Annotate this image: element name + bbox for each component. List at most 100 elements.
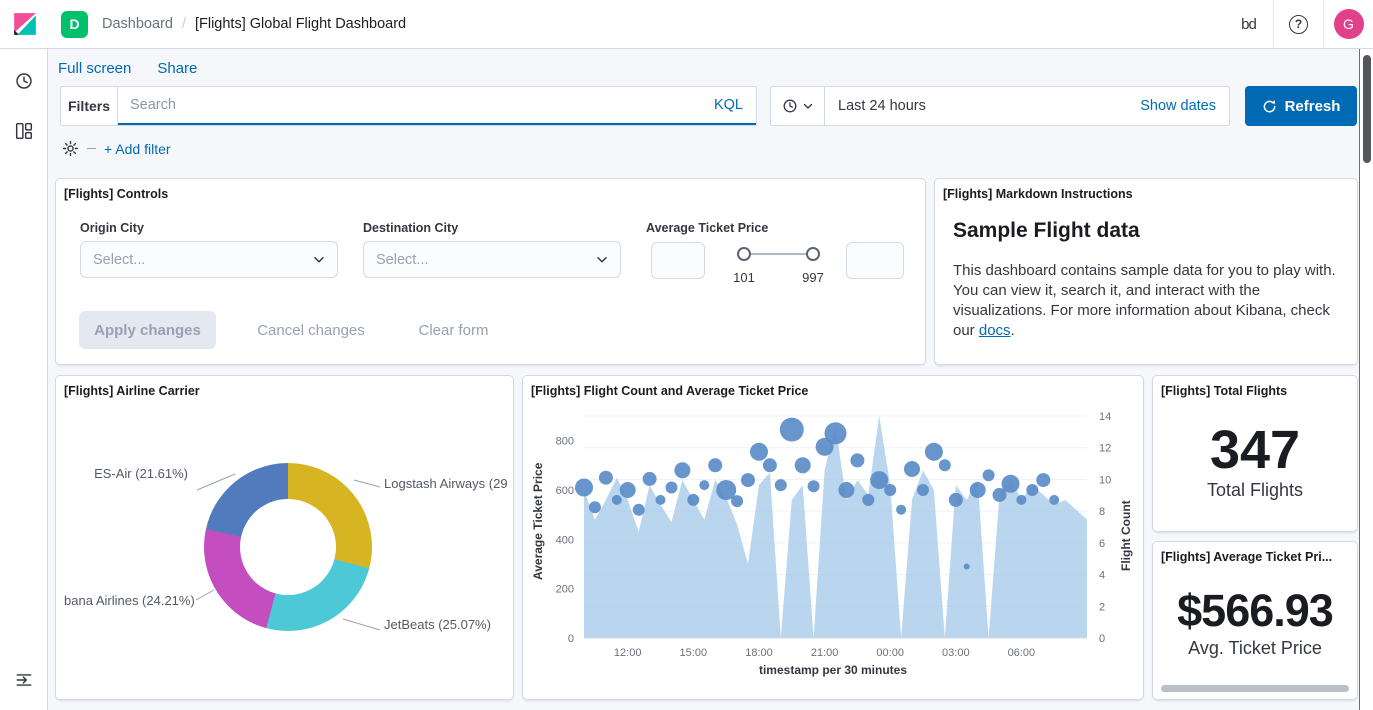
- origin-city-label: Origin City: [80, 221, 144, 235]
- panel-title[interactable]: [Flights] Markdown Instructions: [943, 187, 1133, 201]
- header-divider: [1273, 0, 1274, 48]
- svg-text:12: 12: [1099, 443, 1111, 455]
- chevron-down-icon: [803, 103, 813, 109]
- chevron-down-icon: [597, 256, 607, 262]
- metric: $566.93 Avg. Ticket Price: [1153, 586, 1357, 659]
- metric: 347 Total Flights: [1153, 422, 1357, 501]
- full-screen-link[interactable]: Full screen: [58, 60, 132, 77]
- panel-title[interactable]: [Flights] Controls: [64, 187, 169, 201]
- svg-text:00:00: 00:00: [876, 647, 904, 659]
- price-slider-min-thumb[interactable]: [737, 247, 751, 261]
- svg-text:14: 14: [1099, 411, 1111, 423]
- markdown-heading: Sample Flight data: [953, 219, 1140, 242]
- user-avatar[interactable]: G: [1324, 0, 1373, 48]
- breadcrumb-dashboard[interactable]: Dashboard: [102, 16, 173, 32]
- panel-flights-controls: [Flights] Controls Origin City Select...…: [55, 178, 926, 365]
- svg-text:21:00: 21:00: [811, 647, 839, 659]
- time-picker: Last 24 hours Show dates: [770, 86, 1230, 126]
- svg-text:03:00: 03:00: [942, 647, 970, 659]
- clear-form-button[interactable]: Clear form: [401, 311, 506, 349]
- filters-button[interactable]: Filters: [61, 87, 118, 125]
- svg-text:18:00: 18:00: [745, 647, 773, 659]
- breadcrumb-current-page: [Flights] Global Flight Dashboard: [194, 16, 407, 32]
- query-bar: Filters KQL: [60, 86, 757, 126]
- svg-text:2: 2: [1099, 601, 1105, 613]
- svg-text:15:00: 15:00: [680, 647, 708, 659]
- panel-title[interactable]: [Flights] Flight Count and Average Ticke…: [531, 384, 809, 398]
- price-slider-max-thumb[interactable]: [806, 247, 820, 261]
- panel-average-ticket-price: [Flights] Average Ticket Pri... $566.93 …: [1152, 541, 1358, 700]
- dashboard-app-icon[interactable]: [6, 113, 42, 149]
- svg-text:400: 400: [556, 534, 574, 546]
- svg-text:600: 600: [556, 485, 574, 497]
- chevron-down-icon: [314, 256, 324, 262]
- space-badge[interactable]: D: [61, 10, 88, 38]
- price-max-input[interactable]: [846, 242, 904, 279]
- left-sidebar: [0, 49, 48, 710]
- kibana-logo[interactable]: [0, 0, 49, 48]
- panel-airline-carrier: [Flights] Airline Carrier ES-Air (21.61%…: [55, 375, 514, 700]
- filter-bar: + Add filter: [62, 140, 171, 157]
- time-range-value[interactable]: Last 24 hours: [838, 98, 926, 114]
- recently-viewed-icon[interactable]: [6, 63, 42, 99]
- svg-text:10: 10: [1099, 474, 1111, 486]
- panel-title[interactable]: [Flights] Average Ticket Pri...: [1161, 550, 1333, 564]
- clock-icon: [783, 99, 797, 113]
- price-max-value: 997: [802, 270, 824, 285]
- donut-chart[interactable]: [204, 463, 372, 631]
- destination-city-select[interactable]: Select...: [363, 241, 621, 278]
- origin-city-select[interactable]: Select...: [80, 241, 338, 278]
- header-right-actions: bd ? G: [1224, 0, 1373, 48]
- collapse-menu-icon[interactable]: [6, 662, 42, 698]
- combo-chart[interactable]: 0 2 4 6 8 10 12 14 0 200 400 600 800 12:00 15:00 18:00 2…: [523, 396, 1144, 696]
- docs-link[interactable]: docs: [978, 322, 1011, 339]
- pie-label-es-air: ES-Air (21.61%): [94, 466, 188, 481]
- panel-markdown-instructions: [Flights] Markdown Instructions Sample F…: [934, 178, 1358, 365]
- kql-button[interactable]: KQL: [713, 97, 743, 113]
- svg-text:8: 8: [1099, 506, 1105, 518]
- avg-ticket-price-value: $566.93: [1177, 585, 1334, 636]
- svg-text:800: 800: [556, 436, 574, 448]
- help-icon[interactable]: ?: [1274, 0, 1323, 48]
- add-filter-link[interactable]: + Add filter: [104, 140, 171, 157]
- breadcrumb-separator: /: [181, 16, 186, 32]
- dashboard-actions: Full screen Share: [58, 60, 197, 77]
- page-scrollbar-thumb[interactable]: [1363, 55, 1371, 163]
- header-divider: [1323, 0, 1324, 48]
- refresh-icon: [1263, 99, 1275, 112]
- svg-text:6: 6: [1099, 538, 1105, 550]
- pie-label-jetbeats: JetBeats (25.07%): [384, 617, 491, 632]
- svg-text:200: 200: [556, 584, 574, 596]
- apply-changes-button[interactable]: Apply changes: [79, 311, 216, 349]
- gear-icon[interactable]: [62, 140, 79, 157]
- bd-icon[interactable]: bd: [1241, 15, 1257, 33]
- page-scrollbar-track: [1359, 49, 1373, 710]
- price-slider-track: [740, 253, 820, 255]
- time-picker-clock-button[interactable]: [771, 87, 825, 125]
- price-min-input[interactable]: [651, 242, 705, 279]
- top-header: D Dashboard / [Flights] Global Flight Da…: [0, 0, 1373, 49]
- price-min-value: 101: [733, 270, 755, 285]
- breadcrumb: Dashboard / [Flights] Global Flight Dash…: [102, 16, 406, 32]
- pie-label-logstash-airways: Logstash Airways (29: [384, 476, 508, 491]
- panel-flight-count-avg-price: [Flights] Flight Count and Average Ticke…: [522, 375, 1144, 700]
- refresh-button[interactable]: Refresh: [1245, 86, 1357, 126]
- ticket-price-label: Average Ticket Price: [646, 221, 769, 235]
- total-flights-label: Total Flights: [1206, 480, 1304, 500]
- cancel-changes-button[interactable]: Cancel changes: [241, 311, 381, 349]
- svg-text:06:00: 06:00: [1008, 647, 1036, 659]
- markdown-body: This dashboard contains sample data for …: [953, 262, 1336, 339]
- pie-label-kibana-airlines: bana Airlines (24.21%): [64, 593, 195, 608]
- y-axis-label-right: Flight Count: [1119, 500, 1133, 572]
- panel-title[interactable]: [Flights] Total Flights: [1161, 384, 1288, 398]
- total-flights-value: 347: [1209, 420, 1301, 480]
- search-input[interactable]: [118, 87, 701, 123]
- show-dates-link[interactable]: Show dates: [1140, 98, 1216, 114]
- svg-text:0: 0: [568, 633, 574, 645]
- filter-divider: [87, 148, 96, 149]
- svg-text:0: 0: [1099, 633, 1105, 645]
- panel-title[interactable]: [Flights] Airline Carrier: [64, 384, 200, 398]
- share-link[interactable]: Share: [157, 60, 198, 77]
- panel-horizontal-scrollbar[interactable]: [1161, 685, 1349, 692]
- search-zone: KQL: [118, 87, 756, 125]
